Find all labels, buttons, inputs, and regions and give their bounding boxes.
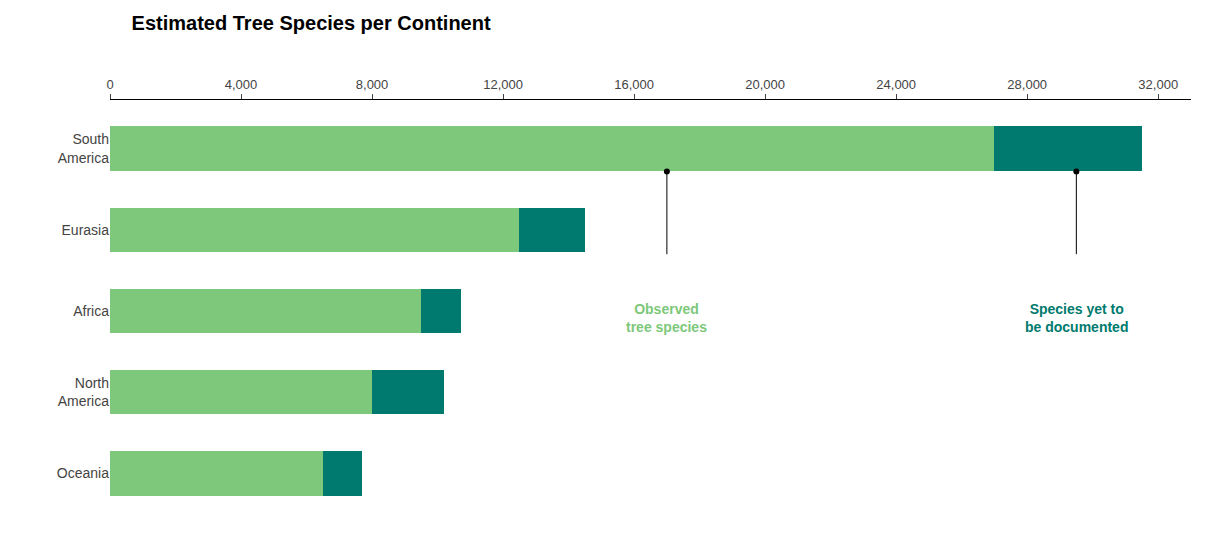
svg-text:20,000: 20,000: [745, 77, 785, 92]
svg-text:0: 0: [106, 77, 113, 92]
svg-text:4,000: 4,000: [225, 77, 258, 92]
svg-text:Africa: Africa: [73, 303, 109, 319]
svg-text:Species yet tobe documented: Species yet tobe documented: [1025, 301, 1128, 335]
svg-text:8,000: 8,000: [356, 77, 389, 92]
svg-text:Estimated Tree Species per Con: Estimated Tree Species per Continent: [132, 12, 491, 34]
svg-text:16,000: 16,000: [614, 77, 654, 92]
svg-text:32,000: 32,000: [1138, 77, 1178, 92]
svg-text:NorthAmerica: NorthAmerica: [58, 375, 110, 409]
svg-text:Observedtree species: Observedtree species: [626, 301, 707, 335]
svg-text:28,000: 28,000: [1007, 77, 1047, 92]
svg-text:12,000: 12,000: [483, 77, 523, 92]
svg-text:24,000: 24,000: [876, 77, 916, 92]
svg-text:Eurasia: Eurasia: [62, 222, 110, 238]
svg-text:SouthAmerica: SouthAmerica: [58, 131, 110, 165]
svg-text:Oceania: Oceania: [57, 465, 109, 481]
